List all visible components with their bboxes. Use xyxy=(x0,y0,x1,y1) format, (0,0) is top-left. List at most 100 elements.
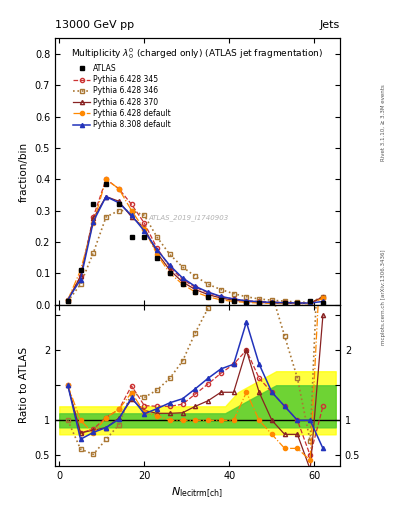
Pythia 8.308 default xyxy=(167,262,172,268)
ATLAS xyxy=(78,267,83,273)
Pythia 6.428 345 xyxy=(219,294,223,300)
Pythia 6.428 345 xyxy=(321,294,325,300)
Pythia 8.308 default xyxy=(155,247,160,253)
Pythia 6.428 345 xyxy=(155,245,160,251)
Pythia 6.428 370 xyxy=(129,214,134,220)
Pythia 6.428 370 xyxy=(116,198,121,204)
Pythia 6.428 346 xyxy=(231,290,236,296)
Pythia 6.428 345 xyxy=(295,300,300,306)
Pythia 6.428 370 xyxy=(308,301,312,307)
Pythia 8.308 default xyxy=(244,298,249,304)
Pythia 6.428 default xyxy=(91,220,95,226)
Pythia 8.308 default xyxy=(116,200,121,206)
Line: Pythia 6.428 345: Pythia 6.428 345 xyxy=(66,177,325,305)
Pythia 6.428 345 xyxy=(142,220,147,226)
Pythia 6.428 default xyxy=(142,226,147,232)
Pythia 8.308 default xyxy=(257,298,261,305)
Pythia 6.428 default xyxy=(257,300,261,306)
Pythia 6.428 default xyxy=(116,186,121,192)
Pythia 6.428 default xyxy=(231,298,236,305)
ATLAS xyxy=(129,234,134,240)
Pythia 6.428 345 xyxy=(78,273,83,280)
Pythia 6.428 default xyxy=(78,267,83,273)
Pythia 6.428 346 xyxy=(206,281,211,287)
Pythia 8.308 default xyxy=(270,300,274,306)
Pythia 8.308 default xyxy=(91,219,95,225)
Pythia 6.428 345 xyxy=(257,298,261,305)
Pythia 6.428 345 xyxy=(104,176,108,182)
Pythia 6.428 346 xyxy=(91,250,95,256)
Pythia 8.308 default xyxy=(231,296,236,302)
Pythia 6.428 370 xyxy=(142,225,147,231)
Pythia 8.308 default xyxy=(78,276,83,283)
ATLAS xyxy=(167,270,172,276)
Pythia 6.428 345 xyxy=(206,290,211,296)
Y-axis label: Ratio to ATLAS: Ratio to ATLAS xyxy=(19,347,29,423)
Pythia 8.308 default xyxy=(282,300,287,306)
Pythia 6.428 345 xyxy=(308,300,312,306)
Pythia 8.308 default xyxy=(193,283,198,289)
Pythia 6.428 346 xyxy=(180,264,185,270)
Pythia 8.308 default xyxy=(65,297,70,303)
Pythia 6.428 370 xyxy=(206,291,211,297)
ATLAS xyxy=(65,298,70,305)
Pythia 6.428 default xyxy=(167,270,172,276)
Text: Jets: Jets xyxy=(320,20,340,30)
Text: 13000 GeV pp: 13000 GeV pp xyxy=(55,20,134,30)
Line: Pythia 6.428 default: Pythia 6.428 default xyxy=(66,177,325,306)
Pythia 6.428 346 xyxy=(155,234,160,240)
Pythia 6.428 346 xyxy=(270,297,274,303)
Pythia 6.428 default xyxy=(155,251,160,258)
Pythia 6.428 default xyxy=(244,300,249,306)
ATLAS xyxy=(308,298,312,305)
ATLAS xyxy=(91,201,95,207)
Pythia 6.428 370 xyxy=(155,250,160,256)
Y-axis label: fraction/bin: fraction/bin xyxy=(19,141,29,202)
Pythia 6.428 345 xyxy=(180,276,185,283)
Pythia 6.428 345 xyxy=(282,300,287,306)
Pythia 6.428 370 xyxy=(257,300,261,306)
Pythia 6.428 370 xyxy=(167,267,172,273)
Pythia 6.428 346 xyxy=(308,300,312,306)
Pythia 6.428 346 xyxy=(129,207,134,214)
X-axis label: $N_{\mathrm{lecitrm[ch]}}$: $N_{\mathrm{lecitrm[ch]}}$ xyxy=(171,486,224,501)
Pythia 6.428 370 xyxy=(321,294,325,300)
Pythia 6.428 345 xyxy=(116,186,121,192)
Pythia 6.428 370 xyxy=(65,297,70,303)
ATLAS xyxy=(155,254,160,261)
Pythia 8.308 default xyxy=(308,300,312,306)
Line: ATLAS: ATLAS xyxy=(65,182,325,306)
Pythia 6.428 default xyxy=(219,297,223,303)
Pythia 6.428 default xyxy=(270,300,274,306)
Pythia 8.308 default xyxy=(321,298,325,305)
Pythia 6.428 370 xyxy=(244,298,249,305)
Pythia 8.308 default xyxy=(142,228,147,234)
Text: Multiplicity $\lambda_0^0$ (charged only) (ATLAS jet fragmentation): Multiplicity $\lambda_0^0$ (charged only… xyxy=(72,47,323,61)
ATLAS xyxy=(321,300,325,306)
Pythia 6.428 346 xyxy=(295,299,300,305)
ATLAS xyxy=(116,201,121,207)
Pythia 6.428 default xyxy=(321,295,325,302)
Pythia 6.428 346 xyxy=(219,287,223,293)
Line: Pythia 8.308 default: Pythia 8.308 default xyxy=(66,195,325,305)
Pythia 6.428 370 xyxy=(295,300,300,306)
Pythia 6.428 default xyxy=(180,281,185,287)
Pythia 6.428 370 xyxy=(231,297,236,303)
ATLAS xyxy=(231,298,236,305)
Line: Pythia 6.428 370: Pythia 6.428 370 xyxy=(66,195,325,306)
Pythia 6.428 default xyxy=(295,301,300,307)
Pythia 6.428 370 xyxy=(282,300,287,306)
Text: Rivet 3.1.10, ≥ 3.3M events: Rivet 3.1.10, ≥ 3.3M events xyxy=(381,84,386,161)
Pythia 8.308 default xyxy=(295,300,300,306)
Pythia 6.428 346 xyxy=(193,273,198,280)
Pythia 6.428 345 xyxy=(231,296,236,302)
Pythia 6.428 default xyxy=(65,297,70,303)
Pythia 6.428 370 xyxy=(91,216,95,222)
ATLAS xyxy=(219,297,223,303)
Pythia 6.428 346 xyxy=(142,212,147,219)
ATLAS xyxy=(206,294,211,300)
Pythia 8.308 default xyxy=(206,289,211,295)
Pythia 6.428 default xyxy=(308,301,312,307)
Pythia 6.428 346 xyxy=(116,207,121,214)
Pythia 6.428 370 xyxy=(78,273,83,280)
